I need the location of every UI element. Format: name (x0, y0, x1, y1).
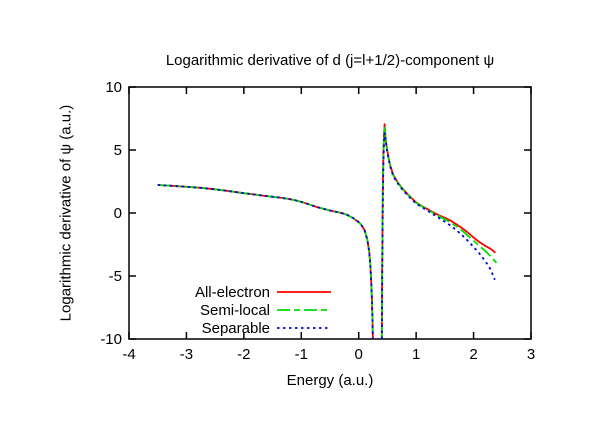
x-tick-label: -4 (122, 346, 135, 363)
y-tick-label: 5 (114, 142, 122, 159)
y-tick-label: -10 (100, 331, 122, 348)
x-tick-label: -2 (237, 346, 250, 363)
series-line-semi-local (380, 125, 498, 339)
series-line-all-electron (380, 123, 496, 339)
x-tick-label: 0 (355, 346, 363, 363)
x-tick-label: 2 (469, 346, 477, 363)
legend-label-semi-local: Semi-local (200, 302, 270, 319)
x-tick-label: -1 (295, 346, 308, 363)
x-axis-title: Energy (a.u.) (286, 372, 374, 389)
axis-ticks (128, 86, 532, 340)
y-tick-label: 10 (105, 79, 122, 96)
x-tick-label: 1 (412, 346, 420, 363)
series-line-separable (157, 184, 374, 339)
legend-label-all-electron: All-electron (195, 284, 270, 301)
legend-label-separable: Separable (202, 320, 270, 337)
y-tick-label: 0 (114, 205, 122, 222)
x-tick-label: 3 (527, 346, 535, 363)
x-tick-label: -3 (180, 346, 193, 363)
series-curves (157, 123, 498, 339)
series-line-separable (381, 132, 496, 339)
y-tick-label: -5 (109, 268, 122, 285)
chart-title: Logarithmic derivative of d (j=l+1/2)-co… (165, 52, 495, 69)
plot-frame (128, 86, 532, 340)
